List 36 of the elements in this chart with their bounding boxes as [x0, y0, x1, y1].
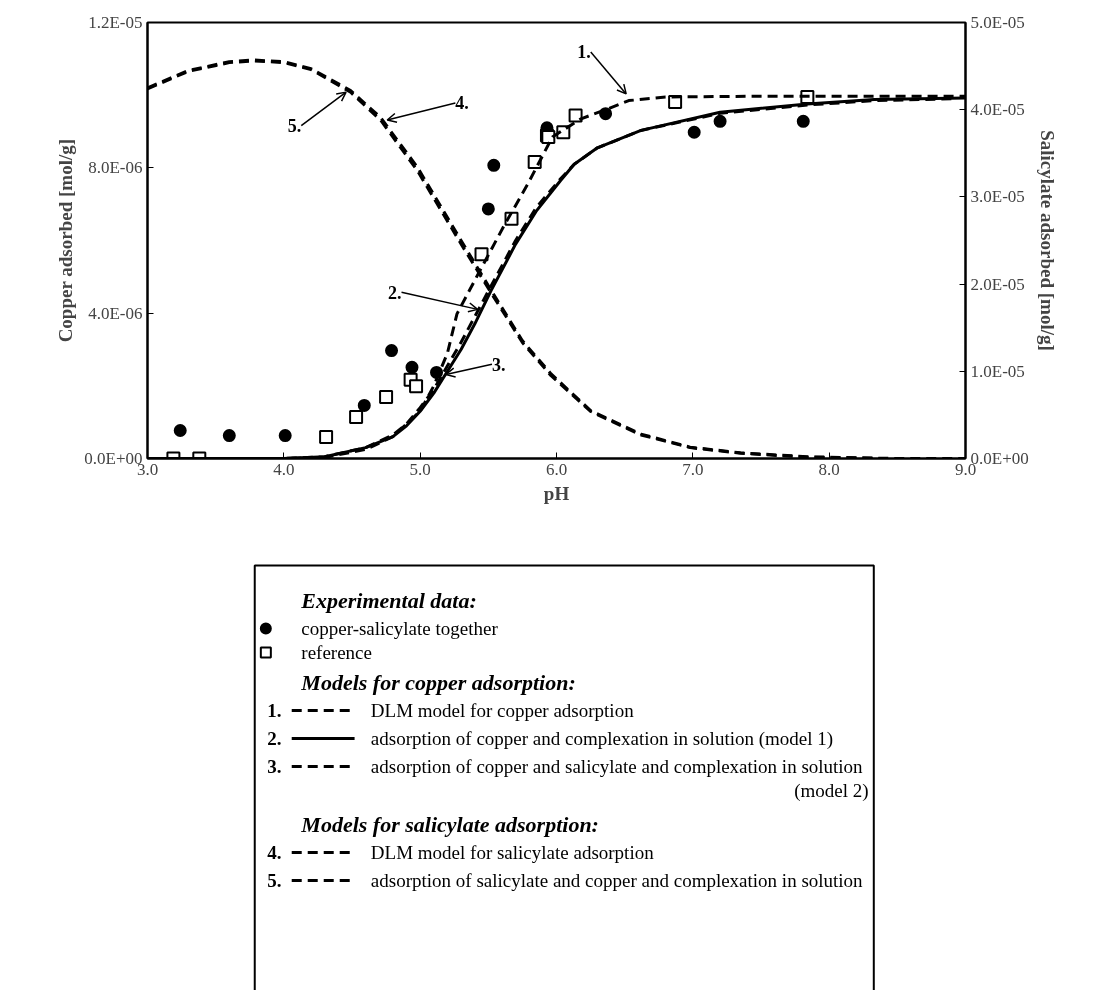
text: 4.	[267, 842, 282, 863]
y2-tick-label: 5.0E-05	[970, 13, 1025, 32]
x-tick-label: 6.0	[545, 459, 568, 479]
x-tick-label: 4.0	[273, 459, 295, 479]
annotation: 1.	[577, 42, 591, 63]
x-tick-label: 8.0	[818, 459, 840, 479]
annotation: 5.	[287, 116, 302, 137]
legend-label: adsorption of salicylate and copper and complexation in solution	[370, 870, 864, 891]
y-tick-label: 4.0E-06	[88, 303, 143, 323]
x-tick-label: 5.0	[409, 459, 431, 479]
y2-tick-label: 3.0E-05	[970, 187, 1025, 207]
y2-tick-label: 4.0E-05	[970, 100, 1025, 120]
text: Models for salicylate adsorption:	[300, 812, 599, 837]
y-tick-label: 1.2E-05	[88, 13, 143, 32]
annotation: 3.	[491, 354, 506, 375]
text: 5.	[267, 870, 282, 891]
x-axis-title: pH	[543, 482, 570, 504]
y-axis-title: Copper adsorbed [mol/g]	[55, 138, 77, 343]
y2-axis-title: Salicylate adsorbed [mol/g]	[1036, 130, 1058, 351]
legend-label: DLM model for copper adsorption	[370, 700, 635, 721]
legend-label: adsorption of copper and complexation in solution (model 1)	[370, 728, 834, 750]
legend-label: copper-salicylate together	[301, 618, 499, 639]
legend-label: adsorption of copper and salicylate and complexation in solution (model 2)	[370, 756, 869, 802]
legend-label: reference	[301, 642, 372, 663]
text: Models for copper adsorption:	[300, 670, 576, 695]
text: 1.	[267, 700, 282, 721]
legend-label: DLM model for salicylate adsorption	[370, 842, 655, 863]
text: Experimental data:	[300, 588, 477, 613]
text: 3.	[267, 756, 282, 777]
y2-tick-label: 2.0E-05	[970, 274, 1025, 294]
annotation: 4.	[455, 93, 469, 114]
y-tick-label: 8.0E-06	[88, 158, 143, 178]
text: 2.	[267, 728, 282, 749]
y2-tick-label: 1.0E-05	[970, 361, 1025, 381]
x-tick-label: 7.0	[682, 459, 704, 479]
annotation: 2.	[388, 282, 402, 303]
